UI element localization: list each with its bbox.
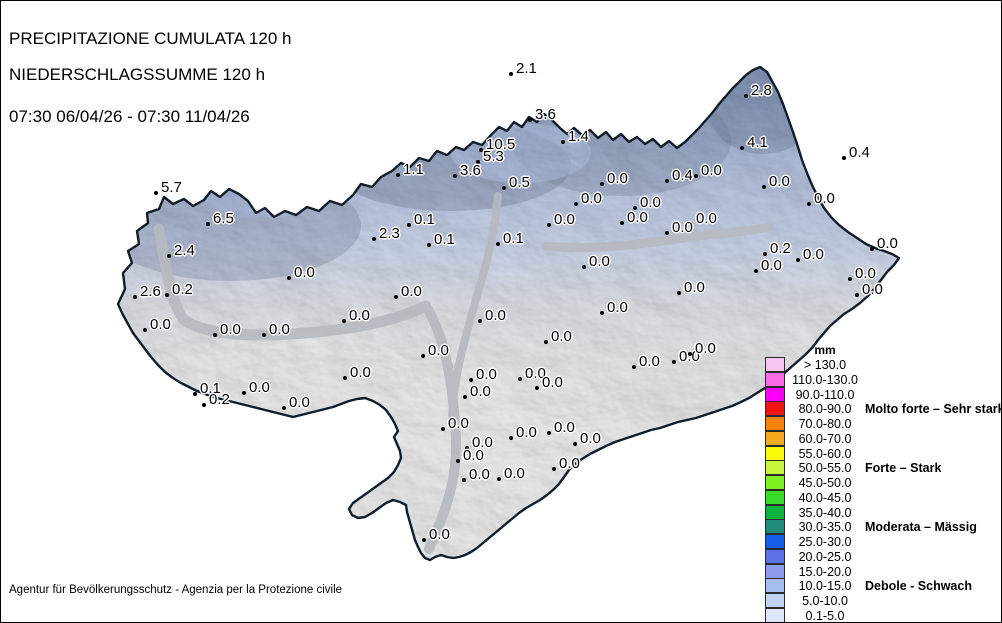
valley-ribbons — [153, 192, 774, 554]
title-german: NIEDERSCHLAGSSUMME 120 h — [9, 65, 266, 84]
title-italian: PRECIPITAZIONE CUMULATA 120 h — [9, 29, 292, 48]
agency-credit: Agentur für Bevölkerungsschutz - Agenzia… — [9, 584, 343, 596]
period-range: 07:30 06/04/26 - 07:30 11/04/26 — [9, 107, 250, 126]
